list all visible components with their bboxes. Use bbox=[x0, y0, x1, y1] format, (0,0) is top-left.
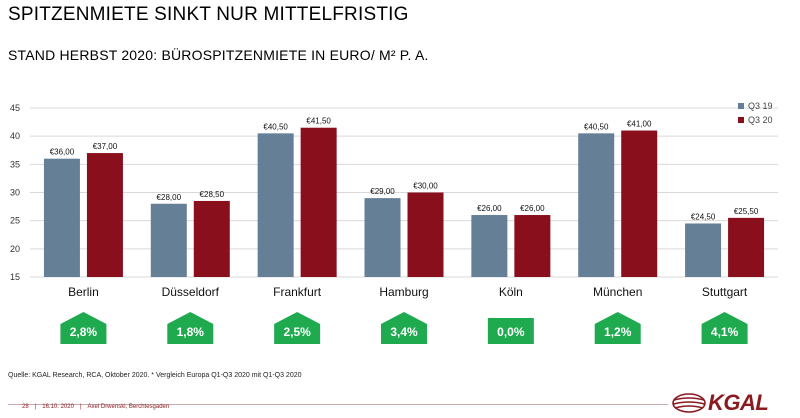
chart-subtitle: STAND HERBST 2020: BÜROSPITZENMIETE IN E… bbox=[8, 47, 429, 63]
logo-text: KGAL bbox=[708, 390, 769, 415]
bar-q319 bbox=[43, 158, 80, 277]
x-category-label: Frankfurt bbox=[273, 285, 322, 299]
data-label: €28,50 bbox=[200, 190, 225, 199]
change-label: 1,2% bbox=[604, 325, 632, 339]
data-label: €24,50 bbox=[691, 212, 716, 221]
bar-q320 bbox=[193, 200, 230, 277]
x-category-label: Berlin bbox=[68, 285, 99, 299]
bar-q319 bbox=[685, 223, 722, 277]
kgal-logo: KGAL bbox=[672, 390, 769, 415]
change-badge bbox=[274, 312, 321, 344]
bar-q320 bbox=[514, 215, 551, 277]
change-badge bbox=[60, 312, 107, 344]
change-label: 1,8% bbox=[177, 325, 205, 339]
change-label: 2,8% bbox=[70, 325, 98, 339]
change-label: 0,0% bbox=[497, 325, 525, 339]
legend-label-q319: Q3 19 bbox=[748, 101, 773, 111]
legend-swatch-q319 bbox=[738, 103, 744, 109]
y-tick-label: 45 bbox=[10, 103, 20, 113]
data-label: €30,00 bbox=[413, 182, 438, 191]
data-label: €26,00 bbox=[520, 204, 545, 213]
source-note: Quelle: KGAL Research, RCA, Oktober 2020… bbox=[8, 372, 302, 379]
change-badge bbox=[594, 312, 641, 344]
data-label: €25,50 bbox=[734, 207, 759, 216]
change-badge bbox=[487, 318, 534, 344]
footer: 28 | 16.10. 2020 | Axel Drwenski, Bercht… bbox=[22, 404, 169, 410]
data-label: €29,00 bbox=[370, 187, 395, 196]
data-label: €41,50 bbox=[306, 117, 331, 126]
x-category-label: Düsseldorf bbox=[162, 285, 220, 299]
data-label: €40,50 bbox=[584, 122, 609, 131]
x-category-label: Stuttgart bbox=[702, 285, 748, 299]
data-label: €40,50 bbox=[263, 122, 288, 131]
footer-author: Axel Drwenski, Berchtesgaden bbox=[87, 404, 170, 410]
y-tick-label: 30 bbox=[10, 188, 20, 198]
data-label: €36,00 bbox=[50, 148, 75, 157]
bar-q319 bbox=[150, 203, 187, 277]
y-tick-label: 25 bbox=[10, 216, 20, 226]
x-category-label: München bbox=[593, 285, 642, 299]
legend-item-q320: Q3 20 bbox=[738, 113, 773, 127]
footer-separator: | bbox=[79, 404, 82, 410]
bar-q320 bbox=[728, 217, 765, 277]
bar-q319 bbox=[364, 198, 401, 277]
bar-chart: 15 20 25 30 35 40 45 €36,00 €37,00 Berlin 2,8% €28,… bbox=[10, 103, 778, 344]
bar-q319 bbox=[471, 215, 508, 277]
legend-item-q319: Q3 19 bbox=[738, 99, 773, 113]
change-badge bbox=[381, 312, 427, 344]
footer-page-number: 28 bbox=[22, 404, 29, 410]
change-label: 4,1% bbox=[711, 325, 739, 339]
bar-q320 bbox=[300, 127, 337, 277]
slide-title: SPITZENMIETE SINKT NUR MITTELFRISTIG bbox=[8, 4, 409, 25]
bar-q320 bbox=[407, 192, 444, 277]
data-label: €41,00 bbox=[627, 120, 652, 129]
legend-label-q320: Q3 20 bbox=[748, 115, 773, 125]
y-tick-label: 15 bbox=[10, 272, 20, 282]
y-tick-label: 40 bbox=[10, 131, 20, 141]
change-badge bbox=[701, 312, 748, 344]
bar-q319 bbox=[578, 133, 615, 277]
bar-q320 bbox=[621, 130, 658, 277]
change-badge bbox=[167, 312, 214, 344]
data-label: €37,00 bbox=[93, 142, 118, 151]
change-label: 2,5% bbox=[283, 325, 311, 339]
data-label: €28,00 bbox=[157, 193, 182, 202]
data-label: €26,00 bbox=[477, 204, 502, 213]
bar-q319 bbox=[257, 133, 294, 277]
bar-q320 bbox=[86, 153, 123, 277]
change-label: 3,4% bbox=[390, 325, 418, 339]
kgal-globe-icon bbox=[672, 393, 706, 413]
footer-separator: | bbox=[34, 404, 37, 410]
footer-date: 16.10. 2020 bbox=[42, 404, 74, 410]
footer-divider bbox=[8, 404, 668, 405]
x-category-label: Hamburg bbox=[379, 285, 428, 299]
y-tick-label: 35 bbox=[10, 159, 20, 169]
chart-legend: Q3 19 Q3 20 bbox=[738, 99, 773, 127]
y-tick-label: 20 bbox=[10, 244, 20, 254]
x-category-label: Köln bbox=[499, 285, 523, 299]
legend-swatch-q320 bbox=[738, 117, 744, 123]
